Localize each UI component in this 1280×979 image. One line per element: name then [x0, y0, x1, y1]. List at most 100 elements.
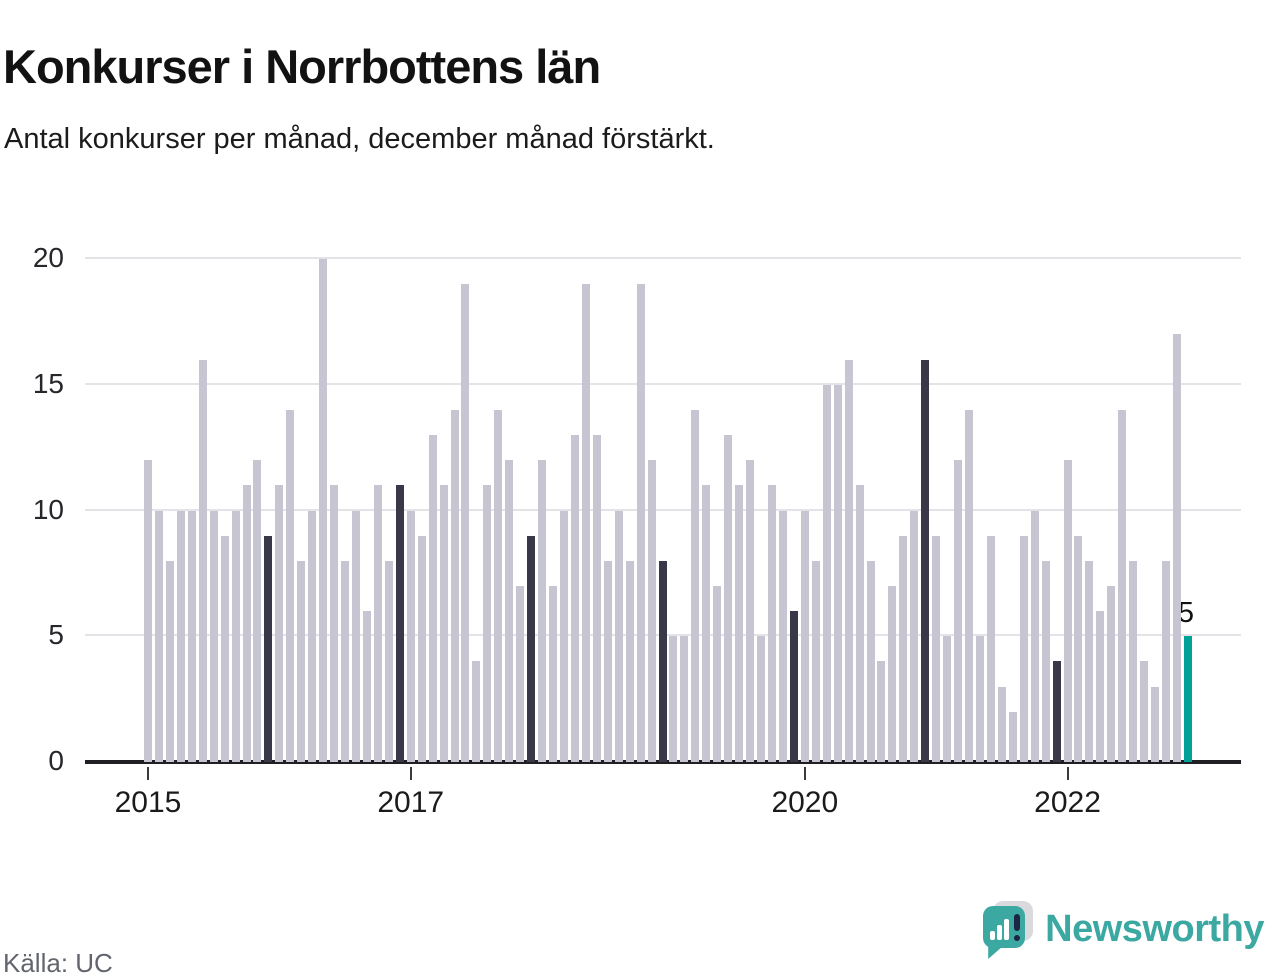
x-tick-2022 [1066, 767, 1069, 780]
bar-2018-09 [625, 560, 634, 762]
bar-2021-09 [1019, 535, 1028, 762]
bar-2019-10 [767, 485, 776, 762]
source-label: Källa: UC [3, 948, 113, 978]
logo-exclamation-icon [1014, 914, 1021, 941]
bar-2020-03 [822, 384, 831, 762]
newsworthy-bubble-chart-icon [983, 901, 1034, 959]
bar-2020-02 [811, 560, 820, 762]
bar-2019-04 [702, 485, 711, 762]
gridline-10 [85, 508, 1241, 511]
logo-wordmark: Newsworthy [1045, 907, 1264, 950]
bar-2017-05 [450, 409, 459, 762]
bar-2018-01 [538, 460, 547, 762]
bar-2022-06 [1118, 409, 1127, 762]
y-tick-label-0: 0 [48, 745, 64, 776]
bar-2021-10 [1030, 510, 1039, 762]
bar-2019-12 [789, 611, 798, 762]
bar-2015-05 [187, 510, 196, 762]
newsworthy-logo: Newsworthy [983, 901, 1264, 959]
bar-2016-11 [384, 560, 393, 762]
bar-2022-08 [1140, 661, 1149, 762]
bar-2020-11 [910, 510, 919, 762]
latest-value-annotation: 5 [1177, 597, 1195, 630]
bar-2021-01 [932, 535, 941, 762]
bar-2015-08 [220, 535, 229, 762]
bar-2020-05 [844, 359, 853, 762]
bar-2022-03 [1085, 560, 1094, 762]
bar-2022-12 [1183, 636, 1192, 762]
y-tick-label-20: 20 [32, 242, 64, 273]
bar-2021-05 [975, 636, 984, 762]
bar-2018-07 [603, 560, 612, 762]
x-tick-2017 [409, 767, 412, 780]
bar-2018-12 [658, 560, 667, 762]
bar-2019-06 [724, 435, 733, 762]
bar-2019-07 [735, 485, 744, 762]
bar-2017-01 [406, 510, 415, 762]
bar-2016-04 [308, 510, 317, 762]
bar-2016-12 [395, 485, 404, 762]
chart-title: Konkurser i Norrbottens län [3, 40, 601, 94]
bar-2016-03 [297, 560, 306, 762]
y-axis-labels: 0 5 10 15 20 [0, 242, 72, 776]
bar-2020-10 [899, 535, 908, 762]
plot-area: 5 [85, 257, 1241, 765]
bar-2022-10 [1162, 560, 1171, 762]
bar-2019-01 [669, 636, 678, 762]
bar-2015-02 [154, 510, 163, 762]
bar-2016-10 [373, 485, 382, 762]
x-axis: 2015 2017 2020 2022 [85, 766, 1241, 836]
bar-2016-09 [362, 611, 371, 762]
bar-2015-07 [209, 510, 218, 762]
bar-2016-02 [286, 409, 295, 762]
bar-2022-11 [1173, 334, 1182, 762]
x-tick-label-2022: 2022 [1034, 786, 1101, 819]
bar-2017-11 [516, 585, 525, 762]
bar-2020-06 [855, 485, 864, 762]
bar-2019-02 [680, 636, 689, 762]
bar-2021-12 [1052, 661, 1061, 762]
bar-2019-08 [746, 460, 755, 762]
bar-2020-07 [866, 560, 875, 762]
bar-2015-10 [242, 485, 251, 762]
gridline-15 [85, 382, 1241, 385]
bar-2021-03 [954, 460, 963, 762]
bar-2015-03 [165, 560, 174, 762]
bar-2015-09 [231, 510, 240, 762]
bar-2017-10 [505, 460, 514, 762]
bar-2021-08 [1008, 711, 1017, 762]
bar-2018-10 [636, 284, 645, 762]
bar-2022-09 [1151, 686, 1160, 762]
bar-2021-04 [965, 409, 974, 762]
x-axis-baseline [85, 760, 1241, 764]
bar-2015-12 [264, 535, 273, 762]
bar-2020-01 [800, 510, 809, 762]
bar-2021-02 [943, 636, 952, 762]
bar-2017-12 [527, 535, 536, 762]
gridline-20 [85, 257, 1241, 259]
chart-subtitle: Antal konkurser per månad, december måna… [4, 123, 715, 155]
bar-2017-07 [472, 661, 481, 762]
bar-2019-09 [757, 636, 766, 762]
logo-mini-bars-icon [990, 915, 1010, 940]
logo-bubble-tail [988, 945, 1005, 959]
bar-2021-11 [1041, 560, 1050, 762]
bar-2016-05 [319, 259, 328, 762]
bar-2018-04 [570, 435, 579, 762]
bar-2015-11 [253, 460, 262, 762]
bar-2019-03 [691, 409, 700, 762]
bar-2016-06 [330, 485, 339, 762]
bar-2017-02 [417, 535, 426, 762]
bar-2021-06 [986, 535, 995, 762]
bar-2020-04 [833, 384, 842, 762]
bar-2020-08 [877, 661, 886, 762]
bar-2022-05 [1107, 585, 1116, 762]
x-tick-label-2020: 2020 [771, 786, 839, 819]
bar-2021-07 [997, 686, 1006, 762]
bar-2016-08 [351, 510, 360, 762]
bar-2019-05 [713, 585, 722, 762]
bar-2018-03 [559, 510, 568, 762]
bar-2015-06 [198, 359, 207, 762]
bar-2018-11 [647, 460, 656, 762]
